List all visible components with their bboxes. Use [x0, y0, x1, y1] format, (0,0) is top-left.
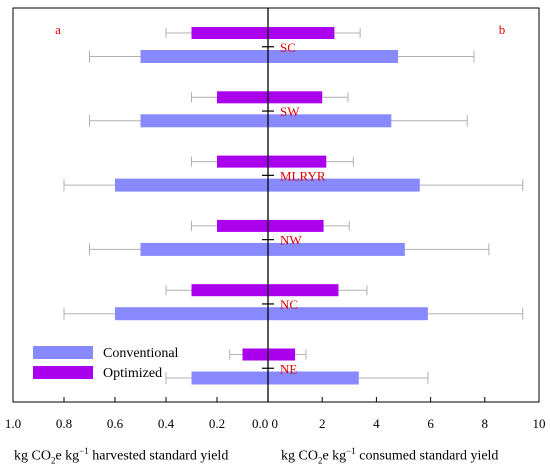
conventional-bar-right — [268, 178, 420, 192]
plot-frame — [12, 7, 540, 403]
optimized-bar-left — [191, 27, 268, 39]
conventional-bar-left — [140, 114, 268, 128]
conventional-bar-left — [140, 242, 268, 256]
panel-label-a: a — [55, 22, 61, 37]
conventional-bar-right — [268, 114, 392, 128]
optimized-bar-right — [268, 348, 296, 361]
region-label: MLRYR — [280, 168, 326, 183]
right-x-tick-label: 6 — [427, 416, 434, 431]
legend-swatch-conventional — [33, 346, 93, 359]
region-label: NC — [280, 297, 298, 312]
left-x-tick-label: 0.8 — [56, 416, 72, 431]
conventional-bar-left — [115, 307, 268, 321]
conventional-bar-right — [268, 307, 428, 321]
left-x-tick-label: 0.4 — [158, 416, 175, 431]
optimized-bar-right — [268, 91, 323, 104]
region-label: SC — [280, 40, 296, 55]
optimized-bar-right — [268, 155, 327, 168]
conventional-bar-left — [140, 50, 268, 63]
conventional-bar-right — [268, 242, 405, 256]
optimized-bar-left — [242, 348, 268, 361]
left-x-tick-label: 1.0 — [5, 416, 21, 431]
right-x-axis-label: kg CO2e kg−1 consumed standard yield — [281, 446, 499, 466]
region-label: SW — [280, 104, 300, 119]
right-x-tick-label: 8 — [482, 416, 489, 431]
optimized-bar-left — [217, 155, 268, 168]
legend-label-optimized: Optimized — [103, 366, 162, 381]
optimized-bar-right — [268, 284, 339, 297]
right-x-tick-label: 4 — [373, 416, 380, 431]
conventional-bar-left — [191, 371, 268, 385]
right-x-tick-label: 2 — [319, 416, 326, 431]
conventional-bar-right — [268, 50, 399, 63]
legend-label-conventional: Conventional — [103, 346, 179, 361]
region-label: NE — [280, 361, 297, 376]
left-x-tick-label: 0.6 — [107, 416, 124, 431]
optimized-bar-left — [217, 219, 268, 232]
optimized-bar-left — [191, 284, 268, 297]
left-x-tick-label: 0.2 — [209, 416, 225, 431]
region-label: NW — [280, 233, 302, 248]
optimized-bar-right — [268, 219, 324, 232]
conventional-bar-left — [115, 178, 268, 192]
legend-swatch-optimized — [33, 366, 93, 379]
center-x-tick-label: 0.0 0 — [252, 416, 278, 431]
right-x-tick-label: 10 — [533, 416, 546, 431]
left-x-axis-label: kg CO2e kg−1 harvested standard yield — [14, 446, 229, 466]
optimized-bar-right — [268, 27, 335, 39]
optimized-bar-left — [217, 91, 268, 104]
conventional-bar-right — [268, 371, 359, 385]
panel-label-b: b — [499, 22, 506, 37]
